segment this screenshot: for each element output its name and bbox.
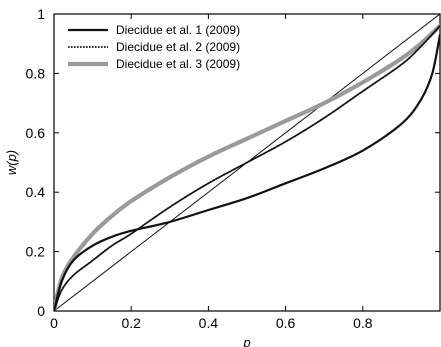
y-tick-label: 0.6 [26, 125, 46, 141]
legend-label: Diecidue et al. 2 (2009) [116, 40, 240, 54]
x-tick-label: 0.4 [199, 315, 219, 331]
legend: Diecidue et al. 1 (2009) Diecidue et al. … [68, 23, 240, 71]
y-tick-label: 0.8 [26, 65, 46, 81]
x-tick-label: 0 [50, 315, 58, 331]
x-axis-label: p [242, 335, 250, 347]
y-axis-label: w(p) [4, 150, 19, 175]
legend-label: Diecidue et al. 3 (2009) [116, 57, 240, 71]
series-line-2 [54, 25, 440, 311]
y-tick-label: 0 [37, 303, 45, 319]
axes-layer: 0 0.2 0.4 0.6 0.8 0 0.2 0.4 0.6 0.8 1 [26, 6, 440, 331]
x-tick-label: 0.6 [276, 315, 296, 331]
plot-frame [53, 13, 441, 312]
legend-label: Diecidue et al. 1 (2009) [116, 23, 240, 37]
series-layer [54, 14, 440, 311]
y-tick-label: 0.2 [26, 244, 46, 260]
x-tick-label: 0.2 [121, 315, 141, 331]
y-tick-label: 0.4 [26, 184, 46, 200]
series-line-1 [54, 33, 440, 311]
plot-border [53, 13, 441, 312]
y-tick-label: 1 [37, 6, 45, 22]
series-line-3 [54, 23, 440, 311]
x-tick-label: 0.8 [353, 315, 373, 331]
